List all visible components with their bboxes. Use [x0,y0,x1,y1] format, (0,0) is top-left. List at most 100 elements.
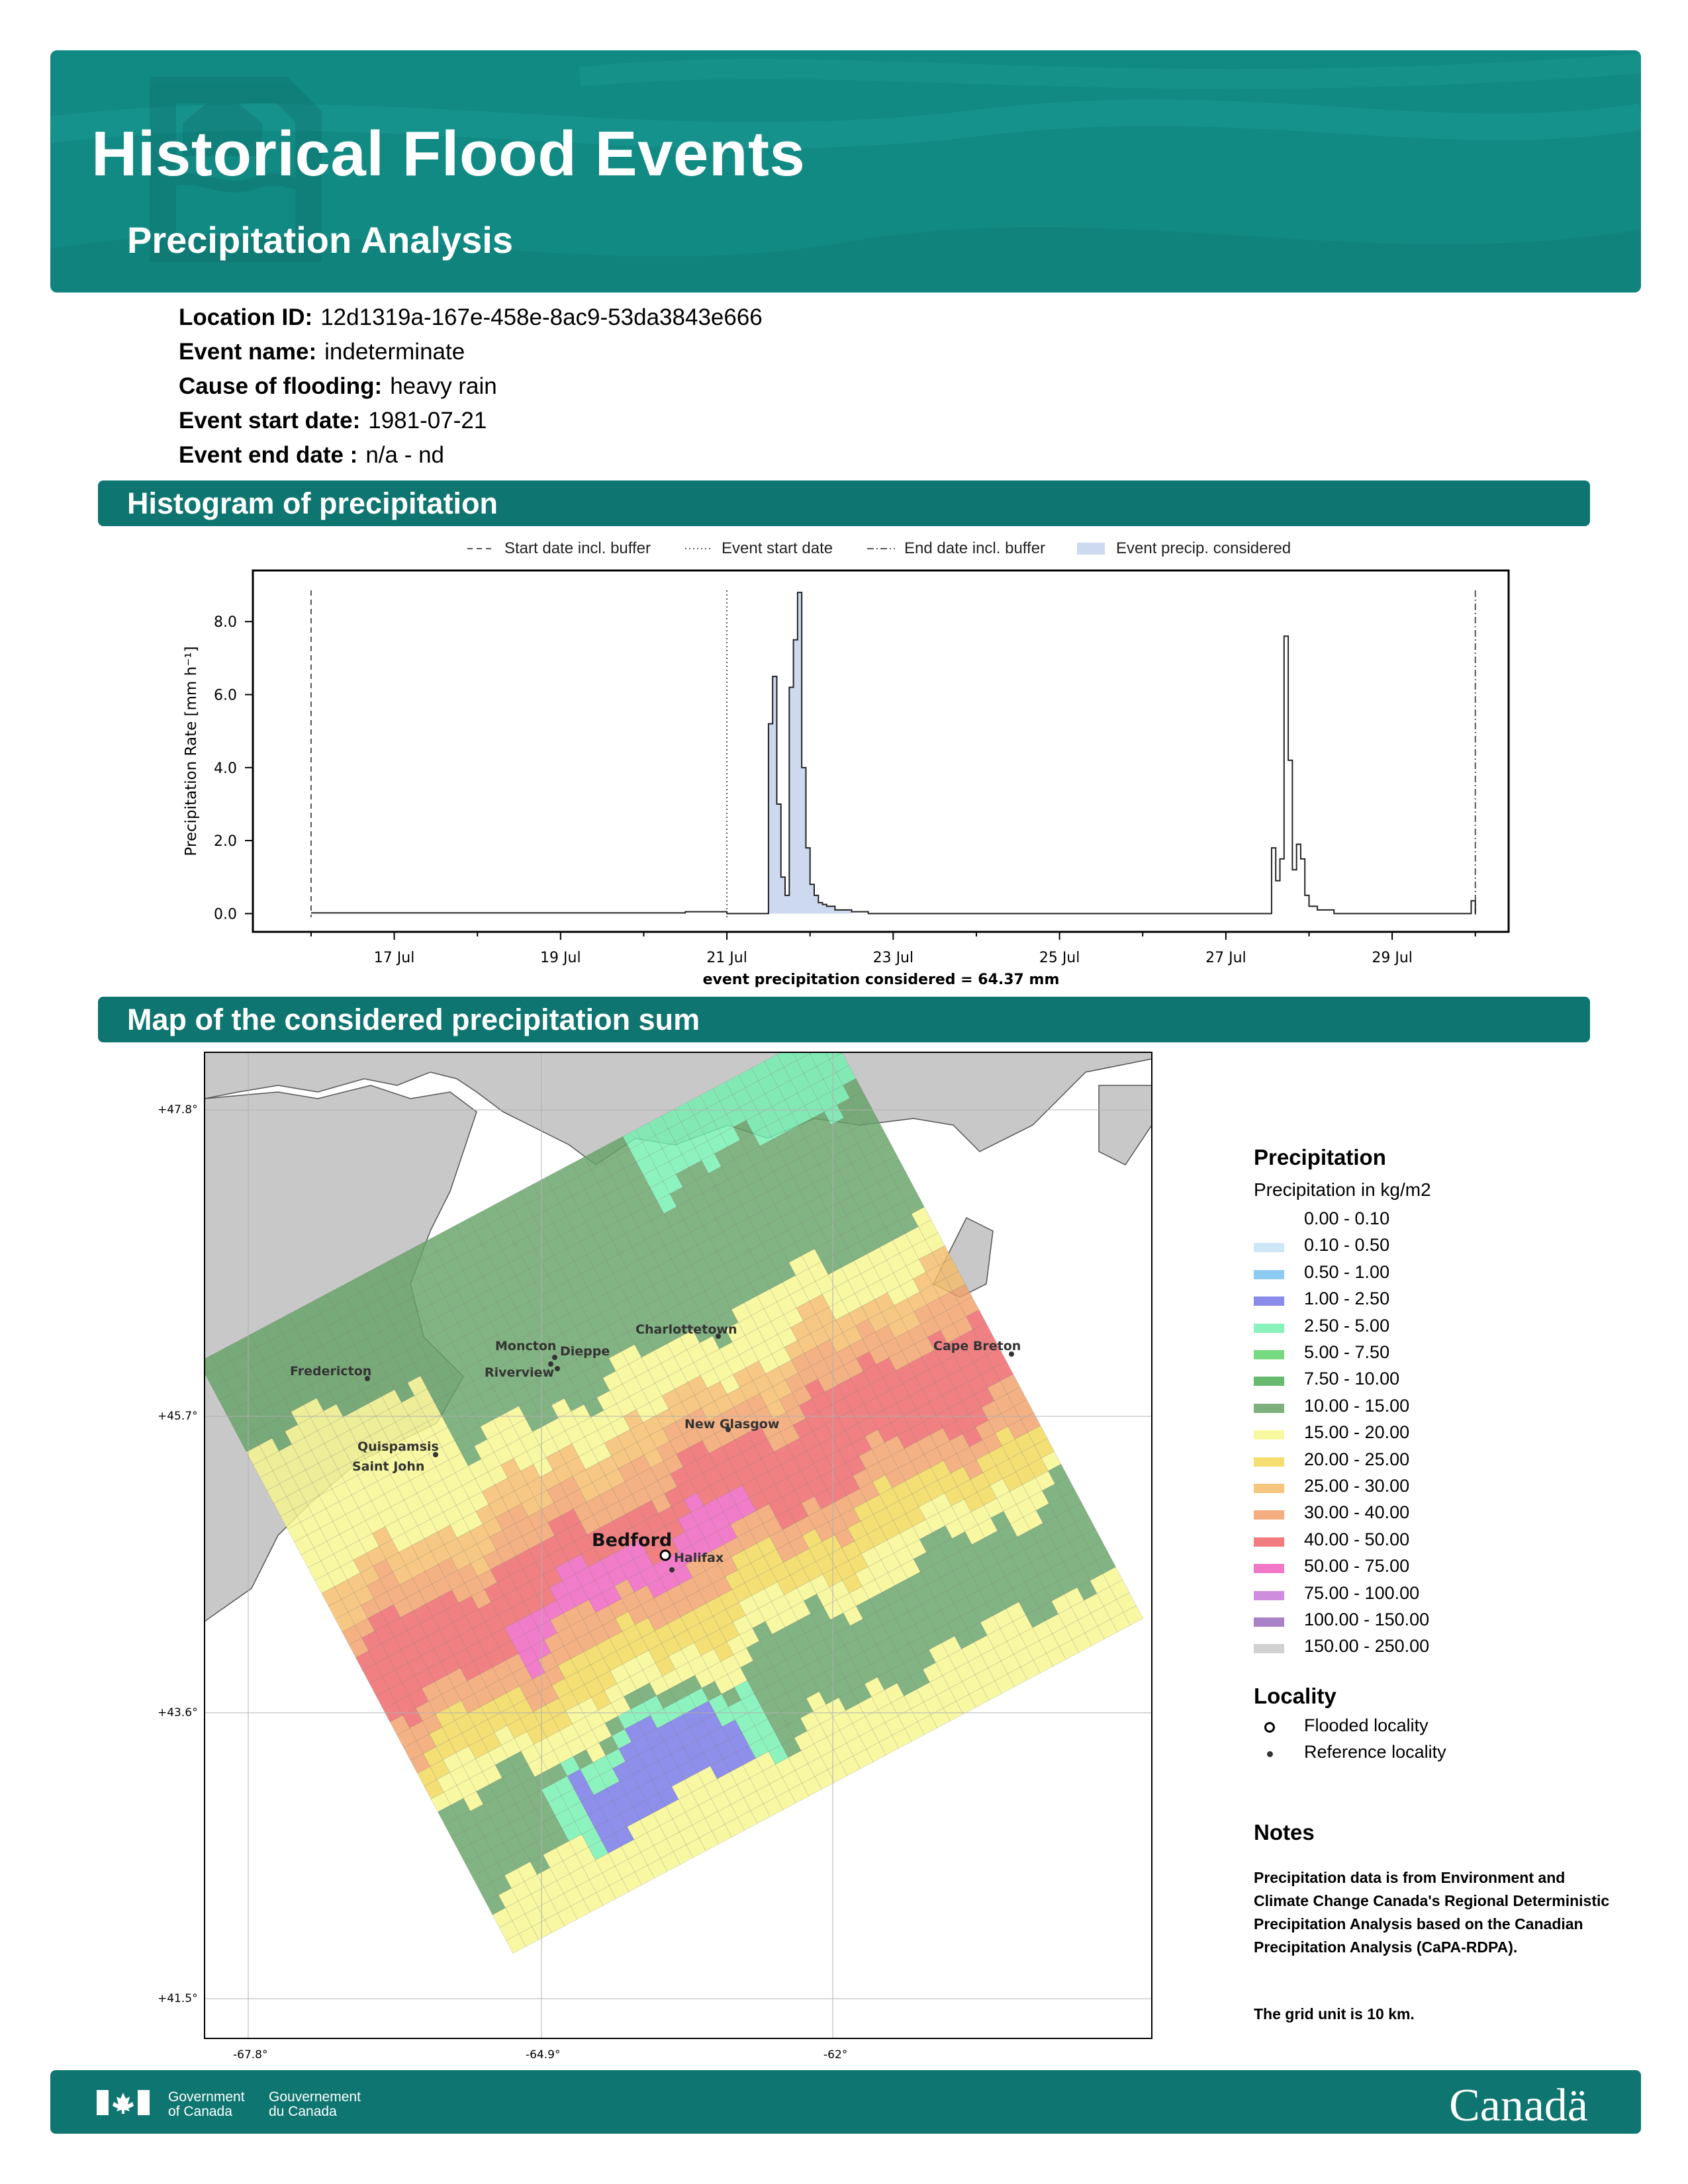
precip-class-swatch [1254,1510,1284,1520]
place-halifax: Halifax [674,1551,724,1565]
legend-event-precip-swatch [1077,543,1105,555]
precip-class-label: 1.00 - 2.50 [1304,1289,1390,1309]
precip-class-label: 7.50 - 10.00 [1304,1369,1400,1389]
precip-class-row: 0.50 - 1.00 [1254,1262,1532,1289]
lat-tick-2: +43.6° [158,1706,198,1719]
precip-class-swatch [1254,1590,1284,1600]
legend-flooded-locality: Flooded locality [1254,1715,1532,1742]
start-date-row: Event start date: 1981-07-21 [179,408,487,434]
legend-event-precip-label: Event precip. considered [1116,539,1291,557]
canada-flag-icon [97,2090,150,2115]
precip-class-swatch [1254,1537,1284,1547]
x-tick-label: 19 Jul [540,950,581,966]
precip-class-label: 75.00 - 100.00 [1304,1582,1420,1603]
precip-class-label: 150.00 - 250.00 [1304,1636,1430,1657]
flooded-marker-icon [1264,1722,1275,1733]
histogram-section-title: Histogram of precipitation [98,480,1590,526]
place-bedford: Bedford [592,1530,672,1551]
precip-class-row: 0.10 - 0.50 [1254,1235,1532,1261]
gov-en-line1: Government [168,2089,245,2105]
map-legend-title: Precipitation [1254,1145,1386,1169]
lat-tick-3: +41.5° [158,1992,198,2005]
event-name-label: Event name: [179,339,317,365]
end-date-label: Event end date : [179,442,358,468]
gov-fr-line1: Gouvernement [269,2089,361,2105]
place-new-glasgow: New Glasgow [684,1417,779,1432]
location-id-label: Location ID: [179,304,313,330]
header-banner [50,50,1641,293]
notes-body: Precipitation data is from Environment a… [1254,1869,1610,1956]
lat-tick-0: +47.8° [158,1103,198,1116]
precip-class-row: 20.00 - 25.00 [1254,1449,1532,1476]
x-axis-label: event precipitation considered = 64.37 m… [703,972,1060,988]
y-tick-label: 4.0 [214,760,237,777]
locality-legend-title: Locality [1254,1684,1336,1708]
event-name-value: indeterminate [324,339,465,365]
place-quispamsis: Quispamsis [357,1439,439,1454]
precip-grid-cell [802,1052,823,1054]
precip-class-row: 150.00 - 250.00 [1254,1636,1532,1662]
precip-class-swatch [1254,1564,1284,1574]
footer-bar: Government of Canada Gouvernement du Can… [50,2070,1641,2134]
histogram-legend [467,543,1105,555]
x-tick-label: 29 Jul [1372,950,1413,966]
location-id-value: 12d1319a-167e-458e-8ac9-53da3843e666 [320,304,763,330]
precip-class-label: 15.00 - 20.00 [1304,1422,1410,1443]
reference-locality-label: Reference locality [1304,1742,1446,1762]
precip-class-label: 30.00 - 40.00 [1304,1502,1410,1523]
precip-class-swatch [1254,1323,1284,1333]
cause-row: Cause of flooding: heavy rain [179,373,497,400]
lon-tick-1: -64.9° [526,2048,561,2062]
precip-class-label: 50.00 - 75.00 [1304,1556,1410,1576]
precip-class-swatch [1254,1484,1284,1493]
precip-class-label: 5.00 - 7.50 [1304,1342,1390,1362]
place-saint-john: Saint John [352,1459,424,1474]
report-title: Historical Flood Events [91,118,806,189]
precip-grid-cell [816,1027,835,1047]
lon-tick-0: -67.8° [233,2048,268,2062]
precip-class-swatch [1254,1269,1284,1279]
precip-class-row: 15.00 - 20.00 [1254,1422,1532,1449]
precip-class-label: 0.10 - 0.50 [1304,1235,1390,1255]
flooded-locality-marker [659,1549,671,1561]
precip-class-row: 10.00 - 15.00 [1254,1396,1532,1422]
x-tick-label: 17 Jul [374,950,415,966]
precip-class-row: 50.00 - 75.00 [1254,1556,1532,1582]
precip-class-swatch [1254,1377,1284,1387]
report-subtitle: Precipitation Analysis [127,219,513,261]
x-tick-label: 23 Jul [873,950,914,966]
x-tick-label: 21 Jul [706,950,747,966]
lat-tick-1: +45.7° [158,1410,198,1423]
precip-class-row: 5.00 - 7.50 [1254,1342,1532,1369]
precip-class-label: 10.00 - 15.00 [1304,1395,1410,1416]
end-date-row: Event end date : n/a - nd [179,442,444,469]
precip-class-swatch [1254,1350,1284,1359]
place-charlottetown: Charlottetown [635,1322,737,1337]
precip-class-row: 7.50 - 10.00 [1254,1369,1532,1395]
end-date-value: n/a - nd [365,442,445,468]
precip-class-swatch [1254,1216,1284,1226]
notes-title: Notes [1254,1820,1315,1844]
map-legend-subtitle: Precipitation in kg/m2 [1254,1179,1431,1200]
lon-tick-2: -62° [823,2048,847,2062]
legend-end-buffer-label: End date incl. buffer [904,539,1046,557]
precip-class-swatch [1254,1644,1284,1654]
precip-class-label: 0.50 - 1.00 [1304,1261,1390,1282]
precip-class-label: 0.00 - 0.10 [1304,1208,1390,1228]
gov-wordmark-en: Government of Canada [168,2090,245,2119]
y-tick-label: 2.0 [214,833,237,850]
cause-label: Cause of flooding: [179,373,383,399]
precip-class-row: 100.00 - 150.00 [1254,1610,1532,1636]
precip-class-row: 25.00 - 30.00 [1254,1476,1532,1502]
precip-class-label: 100.00 - 150.00 [1304,1610,1430,1629]
legend-event-start-label: Event start date [722,539,833,557]
map-section-title: Map of the considered precipitation sum [98,997,1590,1042]
place-cape-breton: Cape Breton [933,1339,1021,1353]
x-tick-label: 25 Jul [1039,950,1080,966]
flooded-locality-label: Flooded locality [1304,1715,1429,1735]
precip-class-label: 2.50 - 5.00 [1304,1315,1390,1336]
place-moncton: Moncton [495,1339,556,1353]
precip-class-swatch [1254,1430,1284,1440]
plot-frame [252,569,1510,933]
x-tick-label: 27 Jul [1205,950,1246,966]
